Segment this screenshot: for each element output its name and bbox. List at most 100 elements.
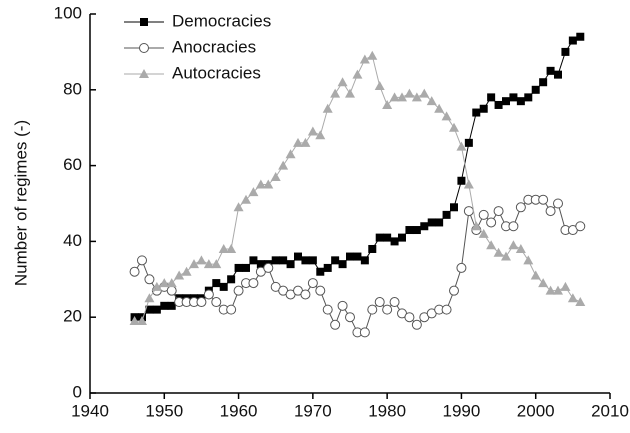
marker xyxy=(411,92,422,102)
marker xyxy=(494,100,503,109)
marker xyxy=(487,93,496,102)
marker xyxy=(561,47,570,56)
marker xyxy=(404,312,415,323)
y-tick-label: 20 xyxy=(63,307,82,326)
marker xyxy=(271,256,280,265)
marker xyxy=(567,293,578,303)
marker xyxy=(523,255,534,265)
marker xyxy=(294,252,302,261)
marker xyxy=(450,203,458,212)
marker xyxy=(478,228,489,238)
marker xyxy=(539,78,548,87)
marker xyxy=(181,266,192,276)
marker xyxy=(331,256,340,265)
marker xyxy=(166,278,177,288)
marker xyxy=(293,137,303,147)
marker xyxy=(456,262,467,273)
marker xyxy=(338,260,347,269)
marker xyxy=(411,319,422,330)
y-tick-label: 80 xyxy=(63,79,82,98)
marker xyxy=(568,36,577,45)
marker xyxy=(159,278,170,288)
marker xyxy=(398,233,406,242)
marker xyxy=(560,281,571,291)
marker xyxy=(509,93,518,102)
marker xyxy=(151,281,162,291)
marker xyxy=(515,243,526,253)
marker xyxy=(301,256,310,265)
marker xyxy=(530,270,541,280)
x-tick-label: 1990 xyxy=(443,401,481,420)
marker xyxy=(189,259,199,269)
marker xyxy=(397,92,407,102)
x-tick-label: 2010 xyxy=(591,401,629,420)
marker xyxy=(463,206,474,217)
marker xyxy=(279,256,288,265)
marker xyxy=(441,304,452,315)
marker xyxy=(330,319,341,330)
marker xyxy=(316,267,325,276)
legend-label: Autocracies xyxy=(172,63,261,82)
y-axis-label: Number of regimes (-) xyxy=(11,120,30,286)
marker xyxy=(166,285,177,296)
marker xyxy=(420,222,429,231)
marker xyxy=(367,50,378,60)
marker xyxy=(129,266,140,277)
marker xyxy=(322,304,333,315)
marker xyxy=(502,97,510,106)
marker xyxy=(160,301,169,310)
marker xyxy=(137,255,147,266)
marker xyxy=(242,263,250,272)
marker xyxy=(471,221,482,231)
marker xyxy=(426,96,437,106)
marker xyxy=(486,217,497,228)
marker xyxy=(412,226,421,235)
marker xyxy=(218,243,229,253)
x-tick-label: 2000 xyxy=(517,401,555,420)
marker xyxy=(493,206,504,217)
marker xyxy=(405,226,414,235)
marker xyxy=(508,221,519,232)
x-tick-label: 1970 xyxy=(294,401,332,420)
marker xyxy=(226,243,237,253)
marker xyxy=(285,149,296,159)
marker xyxy=(241,194,251,204)
marker xyxy=(493,247,504,257)
legend-label: Anocracies xyxy=(172,37,256,56)
x-tick-label: 1960 xyxy=(220,401,258,420)
marker xyxy=(419,88,430,98)
marker xyxy=(463,179,474,189)
legend-marker xyxy=(139,43,149,53)
marker xyxy=(367,304,378,315)
marker xyxy=(382,99,393,109)
marker xyxy=(152,305,161,314)
marker xyxy=(248,278,259,289)
marker xyxy=(382,304,393,315)
marker xyxy=(359,327,370,338)
y-tick-label: 0 xyxy=(73,382,82,401)
marker xyxy=(359,54,370,64)
marker xyxy=(516,97,525,106)
marker xyxy=(315,285,326,296)
marker xyxy=(389,297,400,308)
marker xyxy=(256,260,265,269)
marker xyxy=(315,130,326,140)
marker xyxy=(345,88,355,98)
x-tick-label: 1950 xyxy=(145,401,183,420)
marker xyxy=(263,179,274,189)
marker xyxy=(441,111,452,121)
marker xyxy=(278,160,289,170)
marker xyxy=(464,138,473,147)
marker xyxy=(545,206,556,217)
marker xyxy=(545,285,556,295)
marker xyxy=(137,315,147,325)
y-tick-label: 60 xyxy=(63,155,82,174)
marker xyxy=(486,240,497,250)
marker xyxy=(249,256,258,265)
marker xyxy=(212,279,221,288)
marker xyxy=(263,262,274,273)
marker xyxy=(196,255,207,265)
marker xyxy=(404,88,415,98)
marker xyxy=(472,108,481,117)
marker xyxy=(360,256,369,265)
